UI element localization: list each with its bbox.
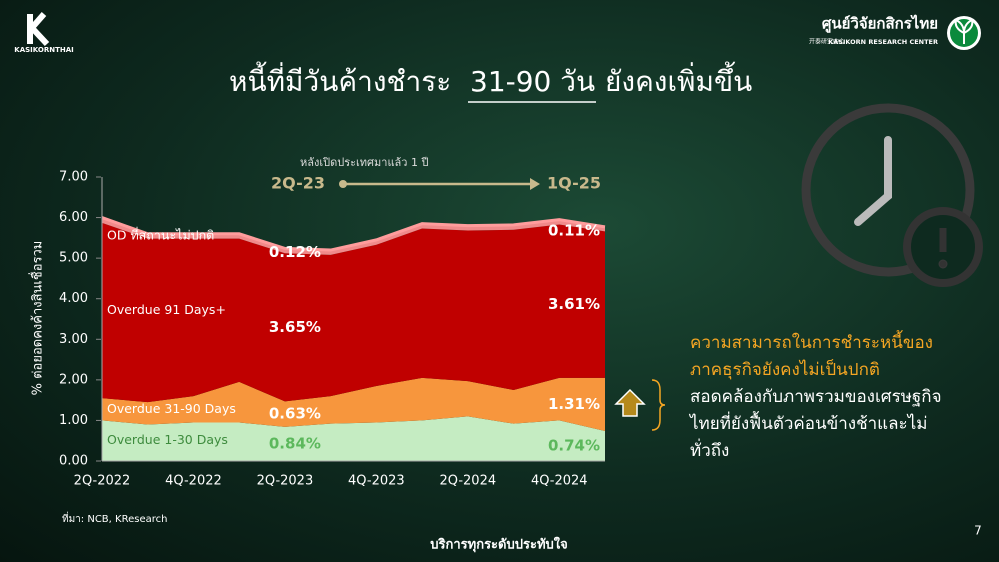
logo-left: KASIKORNTHAI: [14, 12, 74, 54]
logo-right: ศูนย์วิจัยกสิกรไทย 开泰研究中心 KASIKORN RESEA…: [809, 14, 981, 50]
clock-icon: [801, 103, 983, 287]
side-text: ความสามารถในการชำระหนี้ของภาคธุรกิจยังคง…: [690, 330, 945, 465]
series-label: OD ที่สถานะไม่ปกติ: [107, 226, 214, 242]
area: [102, 416, 605, 461]
value-label: 0.12%: [269, 243, 321, 261]
annotation-to: 1Q-25: [547, 174, 601, 193]
x-tick-label: 2Q-2024: [439, 474, 496, 489]
title: หนี้ที่มีวันค้างชำระ: [229, 61, 451, 98]
side-rest: สอดคล้องกับภาพรวมของเศรษฐกิจไทยที่ยังฟื้…: [690, 387, 942, 461]
y-tick-label: 7.00: [59, 170, 88, 185]
logo-text: ศูนย์วิจัยกสิกรไทย: [822, 14, 938, 34]
x-tick-label: 4Q-2024: [531, 474, 588, 489]
y-axis-label: % ต่อยอดคงค้างสินเชื่อรวม: [29, 241, 46, 396]
logo-text: 开泰研究中心: [809, 38, 845, 46]
title-highlight: 31-90 วัน: [470, 65, 595, 98]
y-tick-label: 3.00: [59, 332, 88, 347]
y-tick-label: 2.00: [59, 372, 88, 387]
series-label: Overdue 31-90 Days: [107, 401, 236, 416]
y-tick-label: 0.00: [59, 454, 88, 469]
value-label: 1.31%: [548, 395, 600, 413]
slogan: บริการทุกระดับประทับใจ: [430, 536, 568, 553]
area: [102, 222, 605, 403]
value-label: 0.74%: [548, 436, 600, 454]
annotation-from: 2Q-23: [271, 174, 325, 193]
x-tick-label: 4Q-2022: [165, 474, 222, 489]
value-label: 0.11%: [548, 221, 600, 239]
side-highlight: ความสามารถในการชำระหนี้ของภาคธุรกิจยังคง…: [690, 333, 933, 380]
area-top-edge: [101, 216, 606, 252]
x-tick-label: 4Q-2023: [348, 474, 405, 489]
y-tick-label: 4.00: [59, 291, 88, 306]
value-label: 0.63%: [269, 405, 321, 423]
page-number: 7: [974, 524, 982, 538]
value-label: 3.61%: [548, 295, 600, 313]
up-arrow: [614, 379, 666, 431]
series-label: Overdue 1-30 Days: [107, 432, 228, 447]
x-tick-label: 2Q-2023: [257, 474, 314, 489]
value-label: 0.84%: [269, 434, 321, 452]
title: ยังคงเพิ่มขึ้น: [605, 61, 752, 98]
logo-text: KASIKORNTHAI: [14, 46, 73, 54]
y-tick-label: 1.00: [59, 413, 88, 428]
source: ที่มา: NCB, KResearch: [62, 511, 167, 525]
logo-text: KASIKORN RESEARCH CENTER: [828, 38, 938, 46]
y-tick-label: 6.00: [59, 210, 88, 225]
annotation-note: หลังเปิดประเทศมาแล้ว 1 ปี: [300, 156, 428, 169]
series-label: Overdue 91 Days+: [107, 302, 226, 317]
area: [102, 377, 605, 431]
value-label: 3.65%: [269, 318, 321, 336]
x-tick-label: 2Q-2022: [74, 474, 131, 489]
y-tick-label: 5.00: [59, 251, 88, 266]
